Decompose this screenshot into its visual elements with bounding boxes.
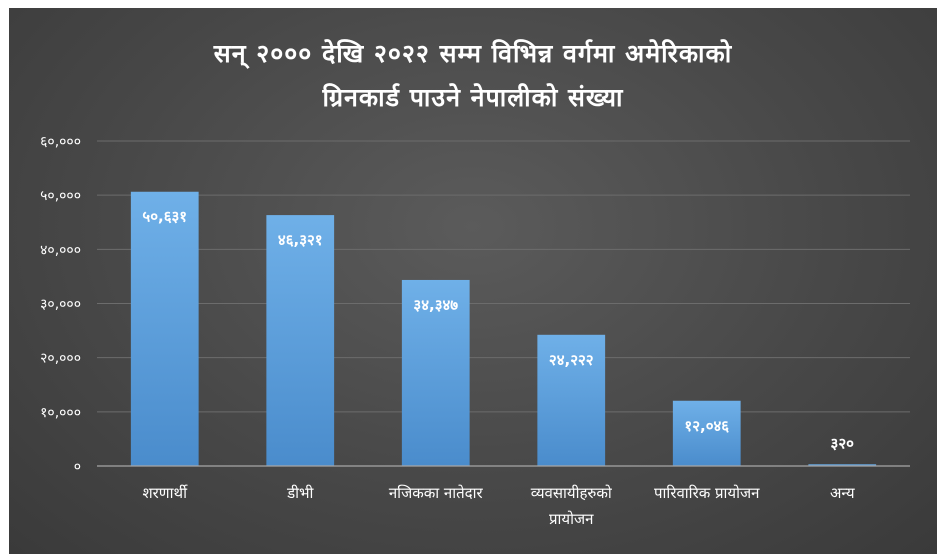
chart-title-line-2: ग्रिनकार्ड पाउने नेपालीको संख्या: [322, 83, 624, 112]
axes: ० १०,००० २०,००० ३०,००० ४०,००० ५०,००० ६०,००० शरण…: [40, 134, 910, 528]
bar: [266, 215, 335, 466]
y-tick-label: ५०,०००: [40, 188, 81, 204]
chart-area: सन् २००० देखि २०२२ सम्म विभिन्न वर्गमा अ…: [9, 8, 937, 554]
data-label: १२,०४६: [684, 417, 729, 435]
y-tick-label: ४०,०००: [40, 242, 81, 258]
bar: [130, 191, 199, 466]
y-tick-label: ६०,०००: [40, 134, 81, 150]
x-category-label: व्यवसायीहरुको: [531, 484, 613, 502]
y-tick-label: ३०,०००: [40, 297, 81, 313]
bar: [808, 464, 877, 466]
x-category-label: पारिवारिक प्रायोजन: [654, 484, 760, 502]
x-category-label: प्रायोजन: [549, 510, 594, 528]
y-tick-label: ०: [74, 459, 81, 475]
data-label: ५०,६३१: [142, 208, 187, 226]
data-label: ४६,३२१: [278, 231, 323, 249]
y-tick-label: २०,०००: [40, 351, 81, 367]
x-category-label: डीभी: [286, 484, 314, 502]
y-tick-label: १०,०००: [40, 405, 81, 421]
bar: [672, 400, 741, 466]
chart-title-line-1: सन् २००० देखि २०२२ सम्म विभिन्न वर्गमा अ…: [213, 39, 733, 68]
bars: [130, 191, 877, 466]
bar: [401, 279, 470, 466]
chart-title: सन् २००० देखि २०२२ सम्म विभिन्न वर्गमा अ…: [9, 32, 937, 120]
gridlines: [97, 140, 910, 413]
bar: [537, 334, 606, 466]
x-category-label: अन्य: [830, 484, 855, 502]
data-label: ३२०: [831, 434, 855, 452]
x-category-label: शरणार्थी: [142, 484, 188, 502]
data-labels: ५०,६३१ ४६,३२१ ३४,३४७ २४,२२२ १२,०४६ ३२०: [142, 208, 854, 453]
data-label: २४,२२२: [549, 351, 594, 369]
data-label: ३४,३४७: [413, 296, 458, 314]
bar-plot: ५०,६३१ ४६,३२१ ३४,३४७ २४,२२२ १२,०४६ ३२० ० १०,००…: [40, 134, 910, 528]
x-category-label: नजिकका नातेदार: [389, 484, 484, 502]
